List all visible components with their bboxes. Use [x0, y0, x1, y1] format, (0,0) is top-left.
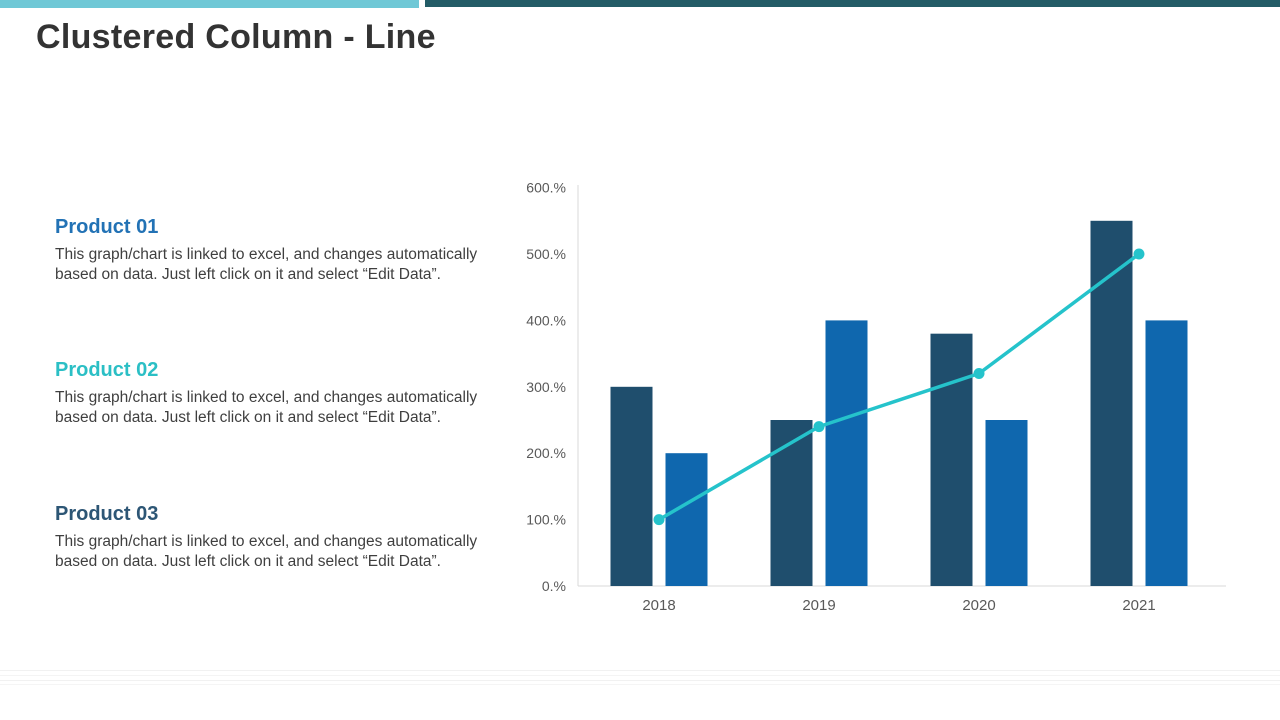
product-02-block: Product 02 This graph/chart is linked to…	[55, 359, 505, 429]
product-03-heading: Product 03	[55, 503, 159, 525]
line-marker-2018	[653, 514, 665, 526]
slide-title: Clustered Column - Line	[36, 18, 436, 56]
bar-series-2-2021	[1145, 320, 1188, 586]
y-tick-label: 200.%	[526, 445, 566, 461]
product-01-description: This graph/chart is linked to excel, and…	[55, 246, 478, 284]
clustered-column-line-chart[interactable]: 0.% 100.% 200.% 300.% 400.% 500.% 600.% 2018 201…	[500, 160, 1240, 630]
bar-series-2-2020	[985, 420, 1028, 586]
product-03-description: This graph/chart is linked to excel, and…	[55, 533, 478, 571]
bar-series-1-2021	[1090, 220, 1133, 587]
product-01-block: Product 01 This graph/chart is linked to…	[55, 216, 505, 286]
product-02-description: This graph/chart is linked to excel, and…	[55, 389, 478, 427]
bar-series-1-2020	[930, 333, 973, 586]
x-tick-label: 2019	[802, 597, 835, 614]
y-tick-label: 0.%	[542, 578, 566, 594]
y-tick-label: 600.%	[526, 180, 566, 196]
line-series	[657, 252, 1141, 522]
footer-divider-line	[0, 680, 1280, 681]
bar-series-2-2018	[665, 453, 708, 586]
product-02-heading: Product 02	[55, 359, 159, 381]
y-tick-label: 400.%	[526, 312, 566, 328]
footer-divider-line	[0, 684, 1280, 685]
top-border-right-segment	[425, 0, 1280, 7]
footer-divider-line	[0, 670, 1280, 671]
chart-svg: 0.% 100.% 200.% 300.% 400.% 500.% 600.% 2018 201…	[526, 180, 1226, 614]
y-tick-label: 100.%	[526, 512, 566, 528]
x-tick-label: 2020	[962, 597, 995, 614]
x-tick-label: 2021	[1122, 597, 1155, 614]
product-03-block: Product 03 This graph/chart is linked to…	[55, 503, 505, 573]
bar-series-2-2019	[825, 320, 868, 586]
footer-divider-line	[0, 675, 1280, 676]
line-marker-2020	[973, 368, 985, 380]
x-tick-label: 2018	[642, 597, 675, 614]
y-tick-label: 300.%	[526, 379, 566, 395]
line-marker-2021	[1133, 248, 1145, 260]
top-border-left-segment	[0, 0, 419, 8]
line-marker-2019	[813, 421, 825, 433]
product-01-heading: Product 01	[55, 216, 159, 238]
bar-series-1-2018	[610, 386, 653, 586]
y-tick-label: 500.%	[526, 246, 566, 262]
bar-series-1-2019	[770, 420, 813, 586]
